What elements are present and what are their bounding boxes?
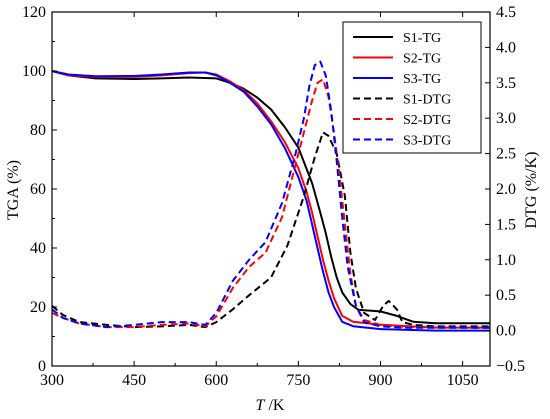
legend-label: S1-DTG [403, 93, 451, 108]
legend-label: S2-DTG [403, 113, 451, 128]
x-tick-label: 450 [122, 372, 146, 389]
y-right-axis-title: DTG (%/K) [523, 152, 540, 229]
y-left-tick-label: 80 [30, 122, 46, 139]
legend-label: S3-DTG [403, 134, 451, 149]
y-right-tick-label: 0.5 [496, 287, 516, 304]
y-left-tick-label: 120 [22, 4, 46, 21]
y-left-tick-label: 0 [38, 358, 46, 375]
y-right-tick-label: 3.0 [496, 110, 516, 127]
series-line-s1-dtg [51, 131, 490, 329]
x-tick-label: 750 [286, 372, 310, 389]
y-right-tick-label: 3.5 [496, 75, 516, 92]
plot-area [51, 60, 491, 332]
legend-label: S2-TG [403, 52, 441, 67]
y-left-tick-label: 20 [30, 299, 46, 316]
y-right-tick-label: 4.0 [496, 39, 516, 56]
y-right-tick-label: −0.5 [496, 358, 525, 375]
series-line-s3-tg [51, 70, 490, 332]
y-right-tick-label: 4.5 [496, 4, 516, 21]
y-left-tick-label: 60 [30, 181, 46, 198]
legend-box [342, 21, 482, 154]
y-left-tick-label: 100 [22, 63, 46, 80]
y-right-tick-label: 2.5 [496, 146, 516, 163]
legend-label: S1-TG [403, 31, 441, 46]
y-right-tick-label: 2.0 [496, 181, 516, 198]
series-line-s1-tg [51, 70, 490, 325]
legend-label: S3-TG [403, 72, 441, 87]
x-tick-label: 600 [204, 372, 228, 389]
x-axis-title: T /K [256, 397, 285, 414]
x-tick-label: 1050 [447, 372, 479, 389]
y-right-tick-label: 0.0 [496, 323, 516, 340]
series-line-s3-dtg [51, 60, 490, 329]
axes: 300 450 600 750 900 1050 0 20 40 60 80 100 120 −0.5 0.… [22, 4, 525, 389]
y-right-tick-label: 1.0 [496, 252, 516, 269]
y-left-tick-label: 40 [30, 240, 46, 257]
x-tick-label: 300 [40, 372, 64, 389]
x-tick-label: 900 [369, 372, 393, 389]
y-right-tick-label: 1.5 [496, 216, 516, 233]
legend: S1-TG S2-TG S3-TG S1-DTG S2-DTG S3-DTG [342, 21, 482, 154]
y-left-axis-title: TGA (%) [5, 160, 22, 220]
